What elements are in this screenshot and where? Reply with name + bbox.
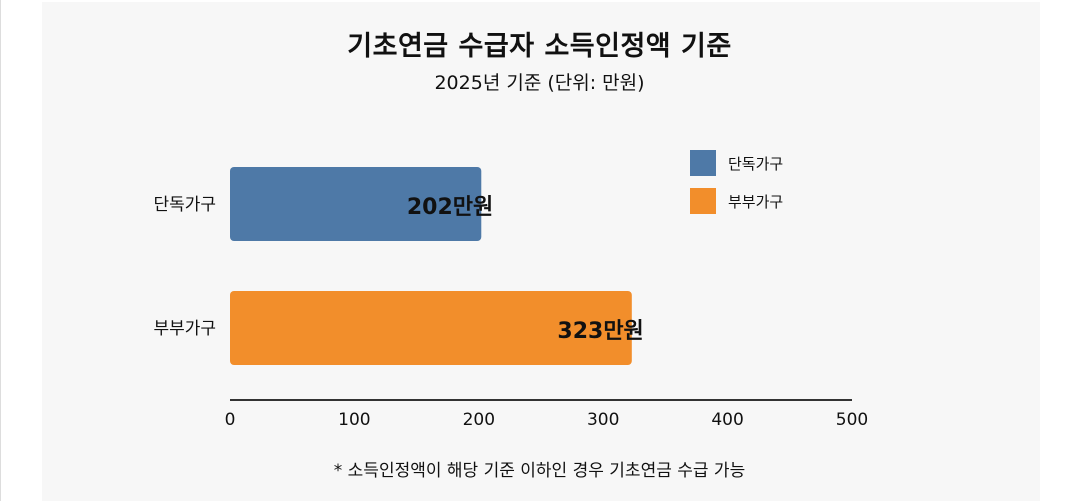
category-label-1: 부부가구: [153, 319, 216, 339]
bar-0: [230, 167, 482, 241]
legend-label-single: 단독가구: [728, 154, 784, 173]
category-label-0: 단독가구: [153, 195, 216, 215]
chart-legend: 단독가구 부부가구: [690, 150, 783, 226]
legend-swatch-couple: [690, 188, 716, 214]
x-tick-label-5: 500: [836, 410, 868, 430]
chart-footnote: * 소득인정액이 해당 기준 이하인 경우 기초연금 수급 가능: [333, 461, 746, 481]
data-label-0: 202만원: [407, 195, 493, 220]
window-edge: [0, 0, 1, 501]
legend-label-couple: 부부가구: [728, 192, 784, 211]
x-tick-label-3: 300: [587, 410, 619, 430]
legend-swatch-single: [690, 150, 716, 176]
chart-title: 기초연금 수급자 소득인정액 기준: [347, 31, 732, 62]
chart-subtitle: 2025년 기준 (단위: 만원): [434, 72, 645, 94]
x-tick-label-0: 0: [225, 410, 236, 430]
x-tick-label-4: 400: [711, 410, 743, 430]
chart-panel: [42, 2, 1040, 501]
bar-1: [230, 291, 632, 365]
x-tick-label-1: 100: [338, 410, 370, 430]
legend-item-couple: 부부가구: [690, 188, 783, 214]
x-tick-label-2: 200: [463, 410, 495, 430]
legend-item-single: 단독가구: [690, 150, 783, 176]
data-label-1: 323만원: [557, 319, 643, 344]
